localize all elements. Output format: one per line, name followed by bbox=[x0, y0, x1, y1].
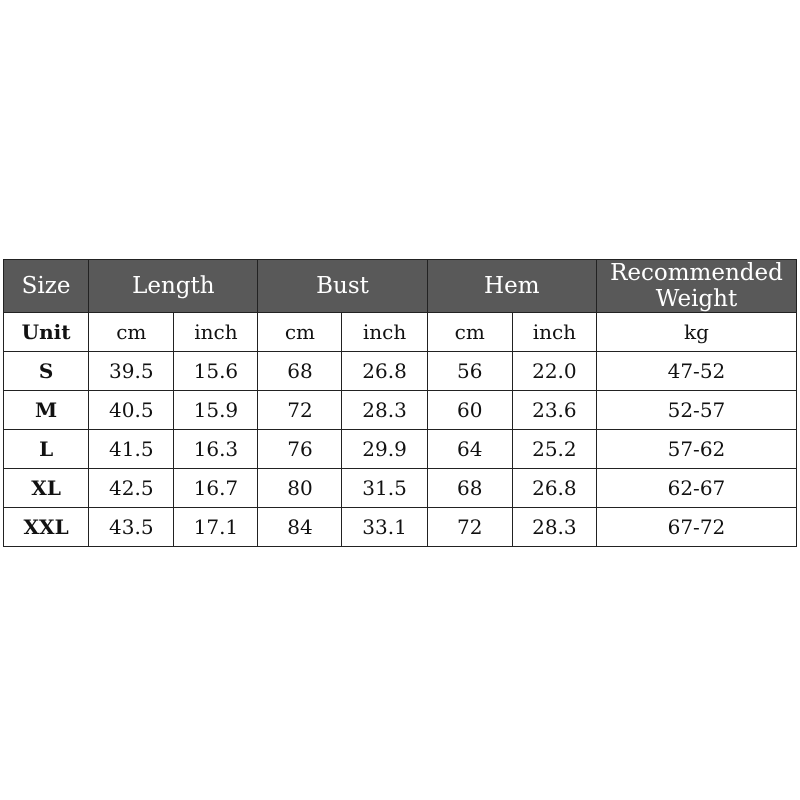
cell-hem-cm: 56 bbox=[426, 351, 513, 391]
unit-inch: inch bbox=[511, 312, 597, 352]
table-row: M 40.5 15.9 72 28.3 60 23.6 52-57 bbox=[2, 390, 798, 430]
cell-bust-in: 31.5 bbox=[341, 468, 428, 508]
cell-weight: 57-62 bbox=[595, 429, 798, 469]
cell-hem-in: 23.6 bbox=[511, 390, 597, 430]
cell-bust-cm: 80 bbox=[257, 468, 343, 508]
cell-size: L bbox=[2, 429, 90, 469]
cell-weight: 52-57 bbox=[595, 390, 798, 430]
cell-size: XXL bbox=[2, 507, 90, 547]
cell-weight: 67-72 bbox=[595, 507, 798, 547]
cell-bust-cm: 72 bbox=[257, 390, 343, 430]
size-chart-table: Size Length Bust Hem Recommended Weight … bbox=[2, 259, 798, 547]
unit-kg: kg bbox=[595, 312, 798, 352]
cell-length-in: 17.1 bbox=[173, 507, 259, 547]
cell-length-in: 16.3 bbox=[173, 429, 259, 469]
header-bust: Bust bbox=[257, 259, 428, 313]
cell-hem-in: 26.8 bbox=[511, 468, 597, 508]
unit-cm: cm bbox=[88, 312, 175, 352]
cell-bust-cm: 84 bbox=[257, 507, 343, 547]
unit-inch: inch bbox=[173, 312, 259, 352]
cell-size: M bbox=[2, 390, 90, 430]
unit-cm: cm bbox=[257, 312, 343, 352]
cell-length-cm: 39.5 bbox=[88, 351, 175, 391]
header-size: Size bbox=[2, 259, 90, 313]
cell-size: XL bbox=[2, 468, 90, 508]
cell-length-cm: 40.5 bbox=[88, 390, 175, 430]
cell-length-cm: 41.5 bbox=[88, 429, 175, 469]
unit-row: Unit cm inch cm inch cm inch kg bbox=[2, 312, 798, 352]
unit-label: Unit bbox=[2, 312, 90, 352]
table-row: L 41.5 16.3 76 29.9 64 25.2 57-62 bbox=[2, 429, 798, 469]
cell-bust-in: 33.1 bbox=[341, 507, 428, 547]
unit-cm: cm bbox=[426, 312, 513, 352]
cell-length-cm: 43.5 bbox=[88, 507, 175, 547]
header-weight: Recommended Weight bbox=[595, 259, 798, 313]
table-row: XL 42.5 16.7 80 31.5 68 26.8 62-67 bbox=[2, 468, 798, 508]
cell-length-in: 15.6 bbox=[173, 351, 259, 391]
cell-bust-cm: 68 bbox=[257, 351, 343, 391]
header-row: Size Length Bust Hem Recommended Weight bbox=[2, 259, 798, 313]
cell-bust-in: 29.9 bbox=[341, 429, 428, 469]
table-row: XXL 43.5 17.1 84 33.1 72 28.3 67-72 bbox=[2, 507, 798, 547]
cell-hem-in: 22.0 bbox=[511, 351, 597, 391]
cell-bust-cm: 76 bbox=[257, 429, 343, 469]
cell-size: S bbox=[2, 351, 90, 391]
cell-length-in: 15.9 bbox=[173, 390, 259, 430]
cell-bust-in: 28.3 bbox=[341, 390, 428, 430]
cell-hem-cm: 64 bbox=[426, 429, 513, 469]
cell-hem-in: 28.3 bbox=[511, 507, 597, 547]
cell-hem-cm: 68 bbox=[426, 468, 513, 508]
cell-hem-cm: 60 bbox=[426, 390, 513, 430]
table-row: S 39.5 15.6 68 26.8 56 22.0 47-52 bbox=[2, 351, 798, 391]
cell-length-in: 16.7 bbox=[173, 468, 259, 508]
unit-inch: inch bbox=[341, 312, 428, 352]
cell-hem-cm: 72 bbox=[426, 507, 513, 547]
header-length: Length bbox=[88, 259, 259, 313]
cell-weight: 47-52 bbox=[595, 351, 798, 391]
cell-bust-in: 26.8 bbox=[341, 351, 428, 391]
cell-length-cm: 42.5 bbox=[88, 468, 175, 508]
cell-hem-in: 25.2 bbox=[511, 429, 597, 469]
cell-weight: 62-67 bbox=[595, 468, 798, 508]
header-hem: Hem bbox=[426, 259, 597, 313]
